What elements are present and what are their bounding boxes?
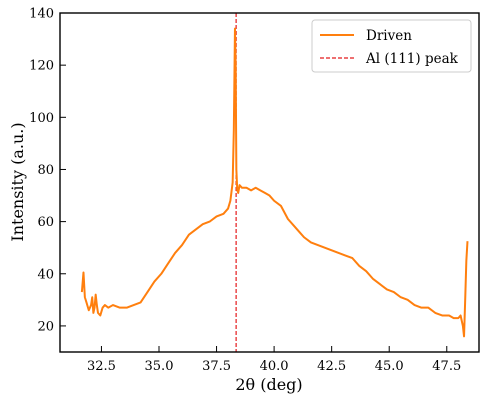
x-tick-label: 42.5 [317, 359, 346, 374]
y-axis-label: Intensity (a.u.) [8, 122, 27, 241]
y-tick-label: 20 [37, 319, 54, 334]
y-tick-label: 80 [37, 163, 54, 178]
y-tick-label: 100 [29, 111, 54, 126]
plot-area-frame [59, 12, 480, 353]
x-tick-label: 40.0 [260, 359, 289, 374]
y-tick-label: 40 [37, 267, 54, 282]
y-axis-ticks: 20 40 60 80 100 120 140 [29, 7, 66, 334]
x-tick-label: 37.5 [202, 359, 231, 374]
x-tick-label: 35.0 [145, 359, 174, 374]
x-tick-label: 32.5 [87, 359, 116, 374]
legend: Driven Al (111) peak [311, 19, 472, 73]
x-tick-label: 47.5 [432, 359, 461, 374]
legend-label-driven: Driven [366, 28, 412, 44]
driven-series-line [80, 27, 469, 338]
legend-label-al-peak: Al (111) peak [365, 51, 459, 67]
y-tick-label: 60 [37, 215, 54, 230]
y-tick-label: 140 [29, 7, 54, 22]
x-axis-ticks: 32.5 35.0 37.5 40.0 42.5 45.0 47.5 [87, 346, 461, 374]
y-tick-label: 120 [29, 59, 54, 74]
x-tick-label: 45.0 [375, 359, 404, 374]
x-axis-label: 2θ (deg) [235, 375, 302, 394]
legend-box [311, 19, 472, 73]
